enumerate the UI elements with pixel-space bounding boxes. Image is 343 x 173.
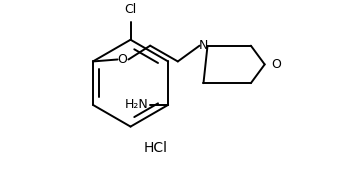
- Text: O: O: [118, 53, 128, 66]
- Text: O: O: [272, 58, 282, 71]
- Text: H₂N: H₂N: [125, 98, 149, 111]
- Text: Cl: Cl: [125, 3, 137, 16]
- Text: N: N: [199, 39, 208, 52]
- Text: HCl: HCl: [143, 141, 167, 155]
